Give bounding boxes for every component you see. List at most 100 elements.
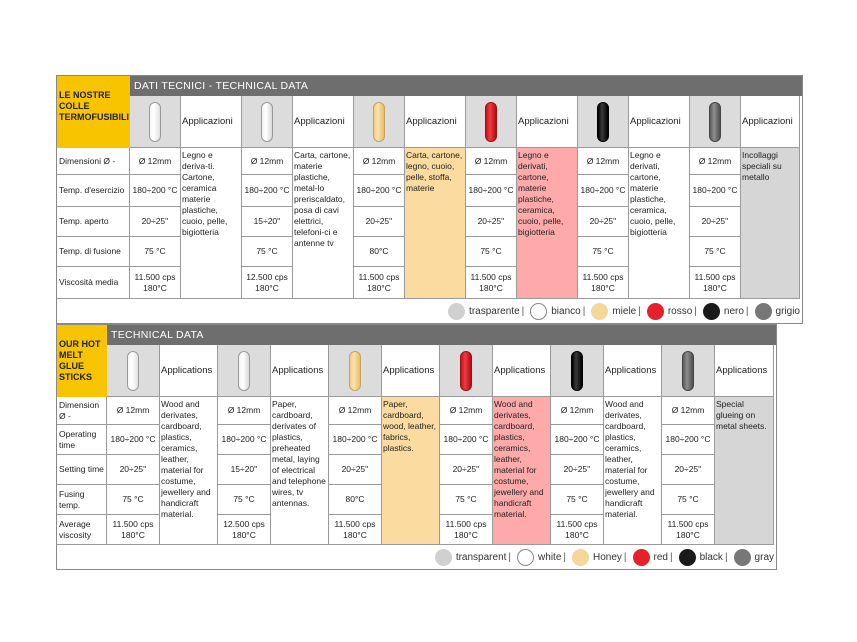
spec-value: 20÷25'' <box>107 455 160 485</box>
red-swatch-icon <box>646 302 664 320</box>
technical-data-table-english: OUR HOT MELT GLUE STICKS TECHNICAL DATA Di… <box>56 324 777 570</box>
legend-separator: | <box>669 551 673 563</box>
glue-stick-white-icon <box>218 345 271 397</box>
glue-stick-black-icon <box>551 345 604 397</box>
row-label: Dimension Ø - <box>57 397 107 425</box>
spec-value: Ø 12mm <box>242 148 293 175</box>
glue-stick-black-icon <box>578 96 629 148</box>
legend-separator: | <box>745 305 749 317</box>
spec-value: 75 °C <box>690 237 741 267</box>
applications-header: Applications <box>604 345 662 397</box>
legend-label: transparent <box>455 551 507 563</box>
glue-stick-icon <box>127 351 139 391</box>
red-swatch-icon <box>632 548 650 566</box>
applications-text: Legno e derivati, cartone, materie plast… <box>517 148 578 299</box>
spec-value: Ø 12mm <box>354 148 405 175</box>
color-legend: trasparente | bianco | miele | rosso | nero | grig… <box>444 299 802 323</box>
applications-header: Applicazioni <box>741 96 800 148</box>
spec-value: 75 °C <box>107 485 160 515</box>
spec-value: Ø 12mm <box>690 148 741 175</box>
applications-text: Wood and derivates, cardboard, plastics,… <box>493 397 551 545</box>
glue-stick-red-icon <box>466 96 517 148</box>
spec-value: 11.500 cps 180°C <box>662 515 715 545</box>
transparent-swatch-icon <box>434 548 452 566</box>
applications-text: Carta, cartone, legno, cuoio, pelle, sto… <box>405 148 466 299</box>
spec-value: 80°C <box>354 237 405 267</box>
applications-text: Incollaggi speciali su metallo <box>741 148 800 299</box>
glue-stick-gray-icon <box>690 96 741 148</box>
applications-text: Carta, cartone, materie plastiche, metal… <box>293 148 354 299</box>
applications-header: Applicazioni <box>517 96 578 148</box>
legend-separator: | <box>563 551 566 563</box>
spec-value: Ø 12mm <box>130 148 181 175</box>
glue-stick-honey-icon <box>354 96 405 148</box>
spec-value: 75 °C <box>218 485 271 515</box>
row-label: Setting time <box>57 455 107 485</box>
legend-separator: | <box>638 305 641 317</box>
row-label: Temp. d'esercizio <box>57 175 130 207</box>
applications-header: Applications <box>271 345 329 397</box>
legend-separator: | <box>508 551 512 563</box>
row-label: Temp. aperto <box>57 207 130 237</box>
black-swatch-icon <box>678 548 696 566</box>
legend-label: black <box>699 551 723 563</box>
legend-label: miele <box>612 305 637 317</box>
spec-value: 180÷200 °C <box>578 175 629 207</box>
spec-value: 11.500 cps 180°C <box>690 267 741 299</box>
glue-stick-icon <box>349 351 361 391</box>
spec-value: 80°C <box>329 485 382 515</box>
applications-text: Paper, cardboard, wood, leather, fabrics… <box>382 397 440 545</box>
legend-label: rosso <box>667 305 693 317</box>
legend-label: Honey <box>593 551 622 563</box>
spec-value: 75 °C <box>242 237 293 267</box>
spec-value: 20÷25'' <box>354 207 405 237</box>
spec-value: 180÷200 °C <box>551 425 604 455</box>
spec-value: 180÷200 °C <box>690 175 741 207</box>
legend-separator: | <box>694 305 697 317</box>
spec-value: 75 °C <box>551 485 604 515</box>
brand-title: LE NOSTRE COLLE TERMOFUSIBILI <box>57 76 130 148</box>
spec-value: 11.500 cps 180°C <box>466 267 517 299</box>
white-swatch-icon <box>530 302 548 320</box>
legend-separator: | <box>521 305 525 317</box>
applications-text: Wood and derivates, cardboard, plastics,… <box>604 397 662 545</box>
applications-text: Special glueing on metal sheets. <box>715 397 774 545</box>
brand-title: OUR HOT MELT GLUE STICKS <box>57 325 107 397</box>
technical-data-table-italian: LE NOSTRE COLLE TERMOFUSIBILI DATI TECNIC… <box>56 75 803 324</box>
applications-header: Applicazioni <box>293 96 354 148</box>
glue-stick-icon <box>709 102 721 142</box>
row-label: Average viscosity <box>57 515 107 545</box>
glue-stick-icon <box>571 351 583 391</box>
spec-value: 11.500 cps 180°C <box>107 515 160 545</box>
spec-value: 180÷200 °C <box>329 425 382 455</box>
spec-value: 12.500 cps 180°C <box>242 267 293 299</box>
glue-stick-icon <box>261 102 273 142</box>
legend-label: bianco <box>551 305 581 317</box>
applications-header: Applications <box>715 345 774 397</box>
spec-value: 20÷25'' <box>329 455 382 485</box>
spec-value: 11.500 cps 180°C <box>578 267 629 299</box>
spec-value: 20÷25'' <box>440 455 493 485</box>
color-legend: transparent | white | Honey | red | black | gray <box>431 545 776 569</box>
row-label: Viscosità media <box>57 267 130 299</box>
spec-value: 15÷20'' <box>218 455 271 485</box>
spec-value: 20÷25'' <box>662 455 715 485</box>
glue-stick-icon <box>597 102 609 142</box>
spec-value: 180÷200 °C <box>130 175 181 207</box>
row-label: Fusing temp. <box>57 485 107 515</box>
spec-value: 12.500 cps 180°C <box>218 515 271 545</box>
applications-header: Applicazioni <box>405 96 466 148</box>
glue-stick-white-icon <box>242 96 293 148</box>
legend-label: nero <box>723 305 744 317</box>
spec-value: Ø 12mm <box>218 397 271 425</box>
gray-swatch-icon <box>754 302 772 320</box>
spec-value: Ø 12mm <box>107 397 160 425</box>
spec-value: 180÷200 °C <box>218 425 271 455</box>
spec-value: 75 °C <box>466 237 517 267</box>
spec-value: 180÷200 °C <box>107 425 160 455</box>
applications-header: Applications <box>160 345 218 397</box>
section-header: DATI TECNICI - TECHNICAL DATA <box>130 76 802 96</box>
spec-value: 20÷25'' <box>130 207 181 237</box>
legend-label: gray <box>754 551 774 563</box>
spec-value: 11.500 cps 180°C <box>354 267 405 299</box>
